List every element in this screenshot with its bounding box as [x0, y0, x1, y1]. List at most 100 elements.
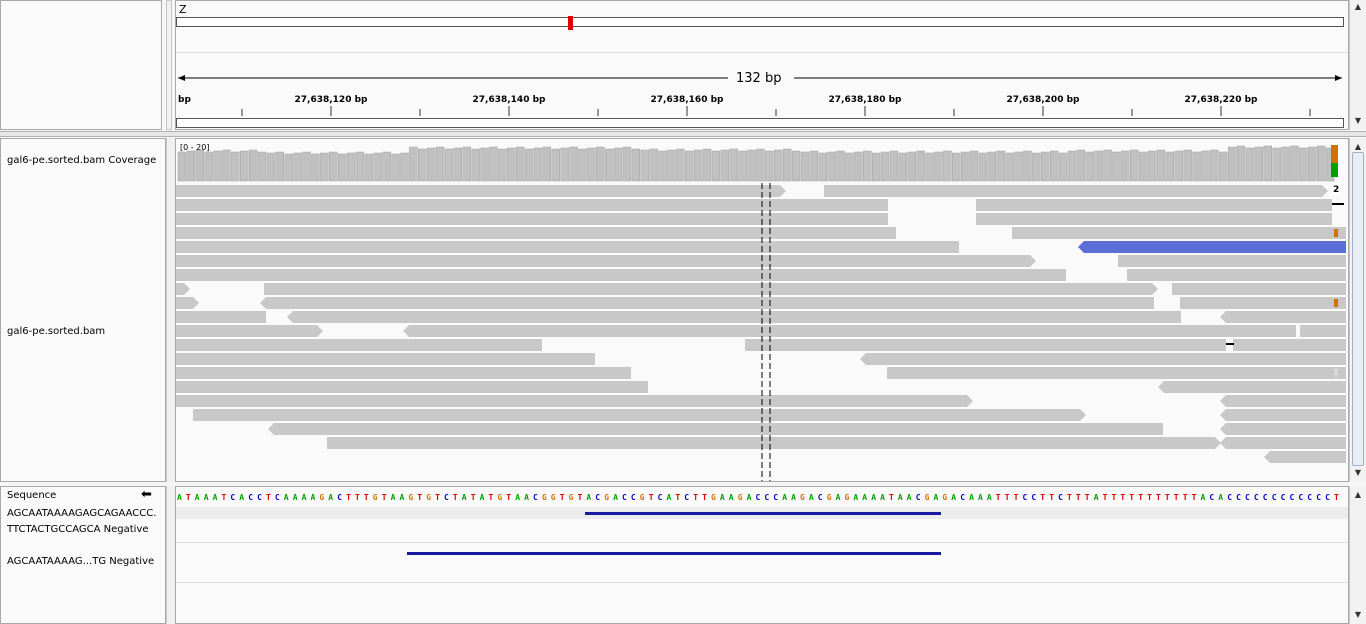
coverage-bar	[693, 149, 703, 182]
reference-base: A	[391, 493, 396, 502]
reference-base: T	[693, 493, 698, 502]
reference-base: T	[560, 493, 565, 502]
reference-base: T	[346, 493, 351, 502]
scroll-up-icon[interactable]: ▲	[1354, 490, 1362, 499]
chromosome-ideogram[interactable]	[176, 16, 1344, 30]
coverage-bar	[302, 151, 311, 182]
coverage-bar	[978, 152, 988, 182]
reference-base: C	[595, 493, 600, 502]
coverage-bar	[845, 152, 854, 182]
coverage-bar	[1227, 146, 1237, 182]
reference-base: C	[1272, 493, 1277, 502]
reference-base: A	[969, 493, 974, 502]
reference-base: A	[195, 493, 200, 502]
reference-base: A	[809, 493, 814, 502]
coverage-bar	[1041, 151, 1050, 182]
reference-base: C	[1316, 493, 1321, 502]
coverage-bar	[569, 146, 578, 182]
primer1-name-line2[interactable]: TTCTACTGCCAGCA Negative	[7, 524, 149, 535]
scroll-down-icon[interactable]: ▼	[1354, 610, 1362, 619]
coverage-bar	[524, 148, 534, 182]
reference-base: C	[337, 493, 342, 502]
coverage-bar	[676, 148, 685, 182]
sequence-track-name[interactable]: Sequence	[7, 490, 57, 501]
scroll-up-icon[interactable]: ▲	[1354, 142, 1362, 151]
ruler-scrollbar[interactable]: ▲ ▼	[1349, 0, 1366, 130]
reference-base: T	[1156, 493, 1161, 502]
coverage-bar	[1005, 152, 1014, 182]
reference-base: A	[284, 493, 289, 502]
primer2-name[interactable]: AGCAATAAAAG...TG Negative	[7, 556, 155, 567]
reference-base: A	[177, 493, 182, 502]
coverage-bar	[809, 150, 819, 182]
scroll-up-icon[interactable]: ▲	[1354, 2, 1362, 11]
coverage-bar	[987, 151, 997, 182]
reference-base: A	[934, 493, 939, 502]
reference-base: C	[960, 493, 965, 502]
reference-base: C	[1031, 493, 1036, 502]
scrollbar-thumb[interactable]	[1352, 152, 1364, 466]
feature-scrollbar[interactable]: ▲ ▼	[1349, 486, 1366, 624]
alignment-data-panel[interactable]: [0 - 20] 2	[175, 138, 1349, 482]
coverage-bar	[720, 149, 730, 182]
aligned-read	[176, 283, 190, 295]
reference-base: T	[382, 493, 387, 502]
coverage-bar	[480, 147, 489, 182]
coverage-bar	[373, 152, 382, 182]
scroll-down-icon[interactable]: ▼	[1354, 468, 1362, 477]
insertion-count-label: 2	[1332, 185, 1341, 195]
primer1-feature[interactable]	[585, 512, 941, 515]
aligned-read	[176, 381, 648, 393]
aligned-read	[1220, 423, 1346, 435]
aligned-read	[860, 353, 1346, 365]
coverage-bar	[248, 149, 258, 182]
coverage-bar	[791, 150, 801, 182]
span-length-label: 132 bp	[736, 71, 782, 86]
coverage-bar	[426, 147, 436, 182]
coverage-track[interactable]	[176, 141, 1346, 183]
reference-base: T	[578, 493, 583, 502]
coverage-bar	[1245, 147, 1255, 182]
aligned-read	[264, 283, 1158, 295]
aligned-read	[176, 227, 896, 239]
reference-base: C	[1281, 493, 1286, 502]
ruler-panel[interactable]: Z 132 bp bp 27,638,120 bp 27,638,140 bp 27…	[175, 0, 1349, 130]
coverage-bar	[1272, 147, 1281, 182]
aligned-read	[327, 437, 1221, 449]
coverage-bar	[711, 150, 721, 182]
reference-base: A	[293, 493, 298, 502]
coverage-bar	[364, 153, 374, 182]
reference-base: T	[364, 493, 369, 502]
strand-arrow-icon[interactable]: ⬅	[141, 487, 152, 502]
aligned-read	[176, 297, 199, 309]
primer1-name-line1[interactable]: AGCAATAAAAGAGCAGAACCC.	[7, 508, 157, 519]
panel-divider[interactable]	[0, 131, 1366, 137]
coverage-track-name[interactable]: gal6-pe.sorted.bam Coverage	[7, 155, 157, 166]
alignment-track[interactable]	[176, 183, 1346, 482]
reference-base: A	[782, 493, 787, 502]
reference-base: T	[266, 493, 271, 502]
reference-base: T	[1076, 493, 1081, 502]
coverage-bar	[391, 153, 400, 182]
reference-base: T	[1192, 493, 1197, 502]
scroll-down-icon[interactable]: ▼	[1354, 116, 1362, 125]
alignment-scrollbar[interactable]: ▲ ▼	[1349, 138, 1366, 482]
primer2-feature[interactable]	[407, 552, 941, 555]
aligned-read	[1078, 241, 1346, 253]
reference-base: T	[649, 493, 654, 502]
reference-base: A	[213, 493, 218, 502]
reference-base: T	[996, 493, 1001, 502]
reference-base: A	[853, 493, 858, 502]
reference-base: C	[1290, 493, 1295, 502]
aligned-read	[745, 339, 1226, 351]
mismatch-base	[1334, 299, 1338, 307]
aligned-read	[1158, 381, 1346, 393]
alignment-track-name[interactable]: gal6-pe.sorted.bam	[7, 326, 106, 337]
reference-base: T	[489, 493, 494, 502]
coverage-bar	[1023, 150, 1032, 182]
reference-base: A	[667, 493, 672, 502]
reference-base: T	[1174, 493, 1179, 502]
coverage-bar	[409, 146, 418, 182]
reference-base: T	[1049, 493, 1054, 502]
